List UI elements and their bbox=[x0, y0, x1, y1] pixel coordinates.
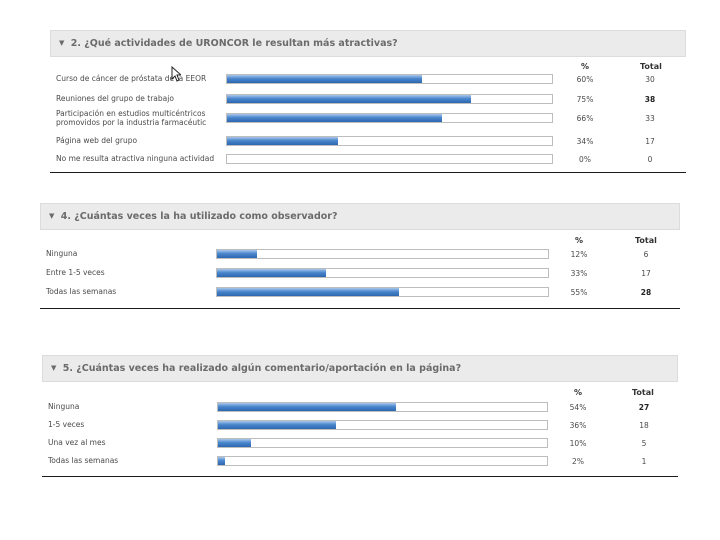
total-value: 33 bbox=[645, 114, 655, 123]
triangle-down-icon[interactable]: ▼ bbox=[51, 364, 57, 372]
pct-column-header: % bbox=[575, 236, 584, 245]
bar-fill bbox=[218, 403, 396, 411]
answer-row: Participación en estudios multicéntricos… bbox=[50, 109, 686, 135]
percent-value: 60% bbox=[576, 75, 594, 84]
answer-row: Una vez al mes 10% 5 bbox=[42, 438, 678, 460]
total-value: 17 bbox=[645, 137, 655, 146]
total-column-header: Total bbox=[640, 62, 662, 71]
bar-fill bbox=[218, 421, 337, 429]
answer-label: No me resulta atractiva ninguna activida… bbox=[56, 154, 215, 163]
answer-label: Ninguna bbox=[46, 249, 78, 258]
total-value: 18 bbox=[639, 421, 649, 430]
answer-row: Entre 1-5 veces 33% 17 bbox=[40, 268, 680, 290]
answer-row: Página web del grupo 34% 17 bbox=[50, 136, 686, 158]
bar-fill bbox=[217, 288, 400, 296]
answer-row: Todas las semanas 2% 1 bbox=[42, 456, 678, 478]
bar-fill bbox=[217, 269, 327, 277]
answer-label: 1-5 veces bbox=[48, 420, 85, 429]
total-value: 30 bbox=[645, 75, 655, 84]
answer-label: Reuniones del grupo de trabajo bbox=[56, 94, 174, 103]
bar-fill bbox=[218, 457, 225, 465]
total-value: 6 bbox=[643, 250, 649, 259]
bar-track bbox=[226, 74, 553, 84]
bar-fill bbox=[217, 250, 257, 258]
bar-track bbox=[226, 154, 553, 164]
total-value: 0 bbox=[647, 155, 653, 164]
bar-fill bbox=[227, 114, 442, 122]
bar-track bbox=[226, 94, 553, 104]
answer-label: Entre 1-5 veces bbox=[46, 268, 105, 277]
percent-value: 10% bbox=[569, 439, 587, 448]
percent-value: 12% bbox=[570, 250, 588, 259]
pct-column-header: % bbox=[574, 388, 583, 397]
bar-track bbox=[216, 268, 549, 278]
percent-value: 55% bbox=[570, 288, 588, 297]
answer-row: Ninguna 12% 6 bbox=[40, 249, 680, 271]
percent-value: 34% bbox=[576, 137, 594, 146]
total-column-header: Total bbox=[635, 236, 657, 245]
bar-fill bbox=[227, 137, 338, 145]
answer-label: Participación en estudios multicéntricos… bbox=[56, 109, 207, 127]
total-value: 17 bbox=[641, 269, 651, 278]
total-value: 38 bbox=[644, 95, 656, 104]
percent-value: 0% bbox=[579, 155, 591, 164]
total-value: 5 bbox=[641, 439, 647, 448]
bar-track bbox=[226, 113, 553, 123]
answer-label: Todas las semanas bbox=[46, 287, 117, 296]
bar-track bbox=[216, 287, 549, 297]
triangle-down-icon[interactable]: ▼ bbox=[49, 212, 55, 220]
bar-track bbox=[226, 136, 553, 146]
bar-track bbox=[217, 402, 548, 412]
survey-question-5: ▼ 5. ¿Cuántas veces ha realizado algún c… bbox=[42, 355, 678, 477]
answer-row: Reuniones del grupo de trabajo 75% 38 bbox=[50, 94, 686, 116]
survey-question-4: ▼ 4. ¿Cuántas veces la ha utilizado como… bbox=[40, 203, 680, 309]
question-title: 5. ¿Cuántas veces ha realizado algún com… bbox=[62, 363, 462, 374]
question-header[interactable]: ▼ 2. ¿Qué actividades de URONCOR le resu… bbox=[50, 30, 686, 57]
bar-track bbox=[217, 420, 548, 430]
question-title: 4. ¿Cuántas veces la ha utilizado como o… bbox=[60, 211, 338, 222]
bar-fill bbox=[227, 95, 471, 103]
answer-row: Todas las semanas 55% 28 bbox=[40, 287, 680, 309]
question-title: 2. ¿Qué actividades de URONCOR le result… bbox=[70, 38, 398, 49]
pct-column-header: % bbox=[581, 62, 590, 71]
triangle-down-icon[interactable]: ▼ bbox=[59, 39, 65, 47]
answer-label: Ninguna bbox=[48, 402, 80, 411]
mouse-pointer-icon bbox=[171, 66, 181, 82]
percent-value: 75% bbox=[576, 95, 594, 104]
bar-track bbox=[216, 249, 549, 259]
answer-label: Curso de cáncer de próstata de la EEOR bbox=[56, 74, 207, 83]
percent-value: 33% bbox=[570, 269, 588, 278]
bar-track bbox=[217, 438, 548, 448]
percent-value: 66% bbox=[576, 114, 594, 123]
answer-label: Página web del grupo bbox=[56, 136, 138, 145]
question-header[interactable]: ▼ 4. ¿Cuántas veces la ha utilizado como… bbox=[40, 203, 680, 230]
total-value: 27 bbox=[638, 403, 650, 412]
total-column-header: Total bbox=[632, 388, 654, 397]
percent-value: 2% bbox=[572, 457, 584, 466]
answer-row: Curso de cáncer de próstata de la EEOR 60… bbox=[50, 74, 686, 96]
bar-track bbox=[217, 456, 548, 466]
answer-label: Todas las semanas bbox=[48, 456, 119, 465]
percent-value: 54% bbox=[569, 403, 587, 412]
question-header[interactable]: ▼ 5. ¿Cuántas veces ha realizado algún c… bbox=[42, 355, 678, 382]
percent-value: 36% bbox=[569, 421, 587, 430]
bar-fill bbox=[218, 439, 251, 447]
survey-question-2: ▼ 2. ¿Qué actividades de URONCOR le resu… bbox=[50, 30, 686, 173]
bar-fill bbox=[227, 75, 422, 83]
answer-row: No me resulta atractiva ninguna activida… bbox=[50, 154, 686, 176]
total-value: 28 bbox=[640, 288, 652, 297]
answer-row: Ninguna 54% 27 bbox=[42, 402, 678, 424]
answer-label: Una vez al mes bbox=[48, 438, 106, 447]
answer-row: 1-5 veces 36% 18 bbox=[42, 420, 678, 442]
total-value: 1 bbox=[641, 457, 647, 466]
